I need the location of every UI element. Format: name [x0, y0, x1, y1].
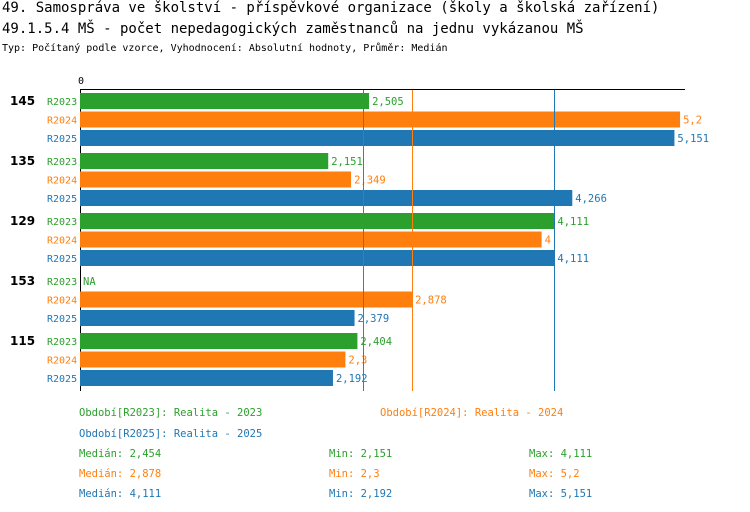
- category-label: 145: [10, 94, 35, 108]
- series-label: R2025: [47, 374, 77, 385]
- bar-r2025: [80, 250, 555, 266]
- stat-median-r2023: Medián: 2,454: [79, 448, 162, 460]
- data-label: 2,379: [358, 313, 390, 325]
- bar-r2024: [80, 351, 346, 368]
- series-label: R2023: [47, 337, 77, 348]
- bar-chart: 0 145 R2023 2,505 R2024 5,2 R2025 5,151 135 R2023…: [10, 76, 709, 391]
- legend-r2023: Období[R2023]: Realita - 2023: [79, 407, 263, 419]
- x-tick-label-zero: 0: [78, 76, 84, 87]
- series-label: R2025: [47, 134, 77, 145]
- bar-r2025: [80, 370, 333, 386]
- series-label: R2024: [47, 356, 77, 367]
- data-label: 2,505: [372, 96, 404, 108]
- series-label: R2025: [47, 314, 77, 325]
- legend-r2025: Období[R2025]: Realita - 2025: [79, 428, 263, 440]
- chart-subtitle: Typ: Počítaný podle vzorce, Vyhodnocení:…: [2, 43, 448, 54]
- bar-r2024: [80, 171, 352, 188]
- legend-r2024: Období[R2024]: Realita - 2024: [380, 407, 564, 419]
- stat-min-r2024: Min: 2,3: [329, 468, 380, 480]
- series-label: R2023: [47, 277, 77, 288]
- data-label: 2,192: [336, 373, 368, 385]
- stat-median-r2024: Medián: 2,878: [79, 468, 162, 480]
- category-label: 115: [10, 334, 35, 348]
- bar-r2023: [80, 213, 555, 229]
- bar-r2023: [80, 93, 370, 109]
- bar-r2023: [80, 333, 358, 349]
- series-label: R2024: [47, 116, 77, 127]
- category-label: 129: [10, 214, 35, 228]
- bar-r2024: [80, 231, 542, 248]
- data-label: 4,111: [557, 216, 589, 228]
- stat-min-r2023: Min: 2,151: [329, 448, 393, 460]
- stat-median-r2025: Medián: 4,111: [79, 488, 162, 500]
- stat-max-r2023: Max: 4,111: [529, 448, 593, 460]
- data-label: 4,111: [557, 253, 589, 265]
- bar-r2025: [80, 310, 355, 326]
- data-label: 4: [545, 235, 551, 247]
- series-label: R2024: [47, 236, 77, 247]
- stat-min-r2025: Min: 2,192: [329, 488, 393, 500]
- chart-title-line2: 49.1.5.4 MŠ - počet nepedagogických zamě…: [2, 21, 584, 37]
- data-label: NA: [83, 276, 96, 288]
- bar-r2025: [80, 130, 675, 146]
- data-label: 2,878: [415, 295, 447, 307]
- data-label: 2,404: [360, 336, 392, 348]
- series-label: R2024: [47, 176, 77, 187]
- bar-r2023: [80, 153, 329, 169]
- stat-max-r2025: Max: 5,151: [529, 488, 593, 500]
- data-label: 2,349: [354, 175, 386, 187]
- bar-r2024: [80, 111, 681, 128]
- data-label: 4,266: [575, 193, 607, 205]
- series-label: R2024: [47, 296, 77, 307]
- series-label: R2025: [47, 194, 77, 205]
- category-label: 135: [10, 154, 35, 168]
- data-label: 2,151: [331, 156, 363, 168]
- data-label: 2,3: [348, 355, 367, 367]
- series-label: R2023: [47, 217, 77, 228]
- stat-max-r2024: Max: 5,2: [529, 468, 580, 480]
- data-label: 5,151: [677, 133, 709, 145]
- series-label: R2025: [47, 254, 77, 265]
- category-label: 153: [10, 274, 35, 288]
- bar-r2024: [80, 291, 413, 308]
- series-label: R2023: [47, 97, 77, 108]
- bar-r2025: [80, 190, 573, 206]
- data-label: 5,2: [683, 115, 702, 127]
- chart-title-line1: 49. Samospráva ve školství - příspěvkové…: [2, 0, 660, 16]
- series-label: R2023: [47, 157, 77, 168]
